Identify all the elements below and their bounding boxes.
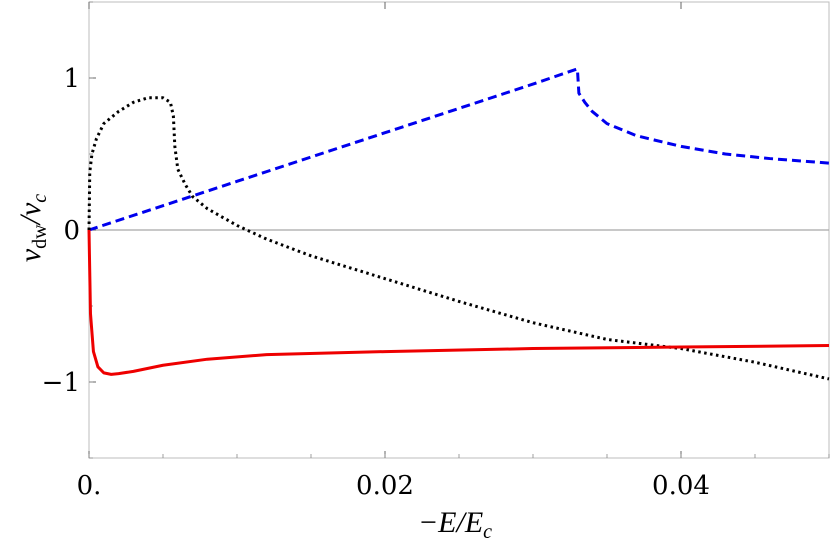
series-layer — [87, 67, 830, 381]
series-line-dashed — [88, 67, 830, 232]
y-axis-label: vdw/vc — [14, 194, 51, 262]
y-tick-label: −1 — [42, 368, 80, 398]
series-line-solid — [87, 229, 830, 376]
tick-labels: 0. 0.02 0.04 −1 0 1 — [42, 64, 710, 501]
x-axis-label: −E/Ec — [418, 506, 492, 543]
x-tick-label: 0.02 — [356, 471, 414, 501]
y-tick-label: 0 — [63, 216, 80, 246]
x-tick-label: 0.04 — [652, 471, 710, 501]
y-tick-label: 1 — [63, 64, 80, 94]
x-tick-label: 0. — [77, 471, 102, 501]
series-line-dotted — [87, 96, 830, 381]
